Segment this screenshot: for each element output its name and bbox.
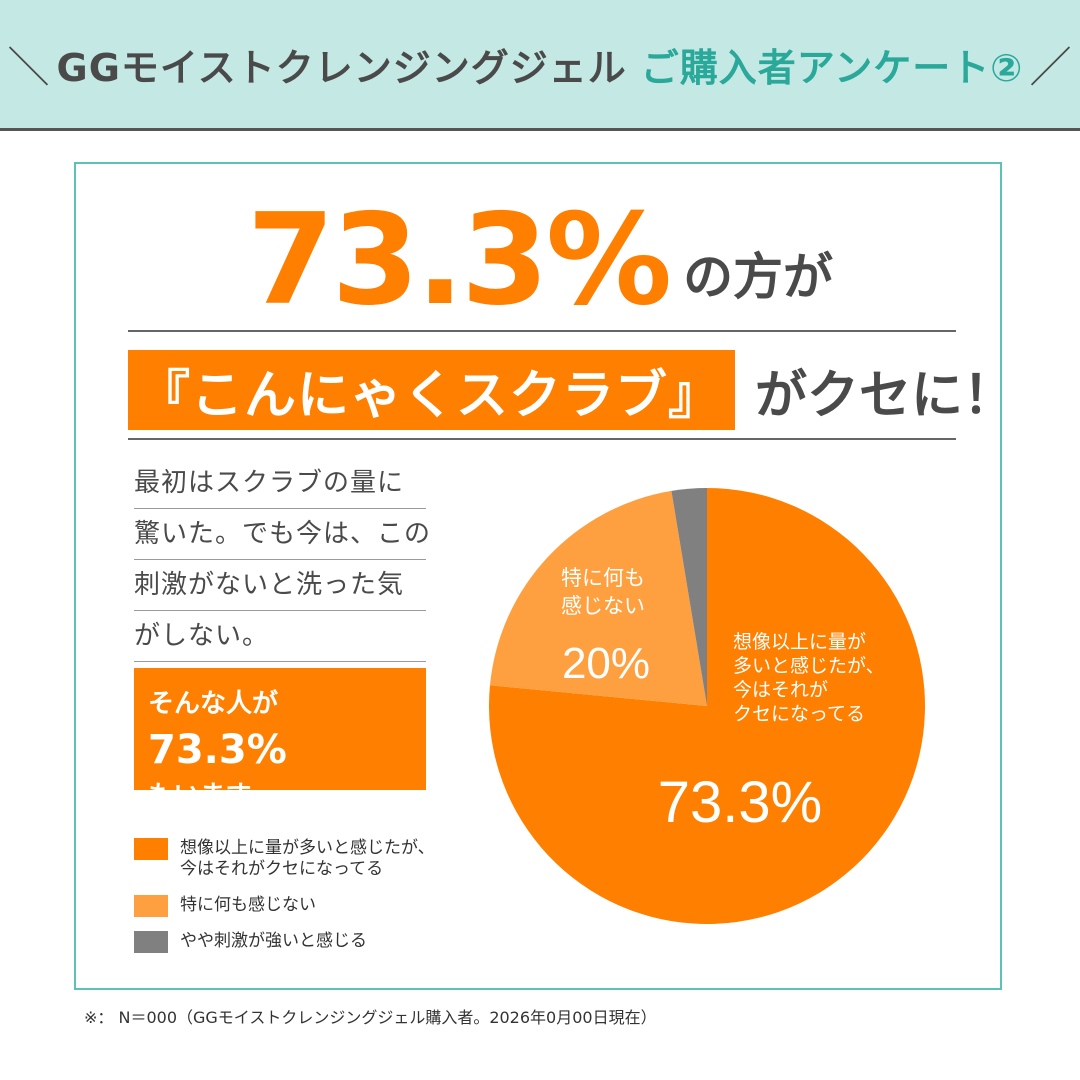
right-slash: ／ (1029, 42, 1073, 92)
slice-percent-label: 73.3% (658, 770, 822, 835)
callout-post: もいます。 (148, 781, 275, 812)
slice-label: 特に何も (561, 566, 645, 590)
header-banner: ＼ GGモイストクレンジングジェル ご購入者アンケート② ／ (0, 0, 1080, 131)
survey-title: ご購入者アンケート② (640, 45, 1024, 90)
legend-label: 特に何も感じない (180, 894, 316, 915)
slice-label: 今はそれが (733, 679, 828, 701)
headline-tail: がクセに！ (755, 365, 1016, 426)
slice-label: 感じない (561, 594, 645, 618)
legend-item: 特に何も感じない (134, 894, 435, 917)
comment-line: 刺激がないと洗った気 (134, 560, 426, 611)
legend-swatch (134, 930, 168, 953)
legend-swatch (134, 894, 168, 917)
comment-line: 最初はスクラブの量に (134, 458, 426, 509)
legend-label: やや刺激が強いと感じる (180, 930, 367, 951)
slice-percent-label: 20% (562, 639, 650, 688)
headline-percent: 73.3% (246, 186, 672, 333)
comment-line: 驚いた。でも今は、この (134, 509, 430, 560)
callout-number: 73.3% (148, 727, 287, 774)
headline-top: 73.3% の方が (0, 188, 1080, 323)
legend-item: 想像以上に量が多いと感じたが、 今はそれがクセになってる (134, 838, 435, 881)
headline-highlight: 『こんにゃくスクラブ』 (128, 350, 736, 430)
headline-second: 『こんにゃくスクラブ』 がクセに！ (128, 350, 1015, 430)
chart-legend: 想像以上に量が多いと感じたが、 今はそれがクセになってる 特に何も感じない やや… (134, 838, 435, 967)
slice-label: 多いと感じたが、 (733, 655, 885, 677)
slice-label: 想像以上に量が (733, 631, 866, 653)
pie-slice (489, 490, 707, 706)
product-name: GGモイストクレンジングジェル (56, 45, 627, 90)
slice-label: クセになってる (733, 703, 865, 725)
user-comment: 最初はスクラブの量に 驚いた。でも今は、この 刺激がないと洗った気 がしない。 (134, 458, 430, 662)
footnote: ※： N＝000（GGモイストクレンジングジェル購入者。2026年0月00日現在… (84, 1008, 657, 1027)
headline-suffix: の方が (683, 248, 834, 306)
content-card (74, 162, 1002, 990)
legend-label: 想像以上に量が多いと感じたが、 今はそれがクセになってる (180, 838, 435, 880)
left-slash: ＼ (7, 42, 51, 92)
headline-rule-top (128, 330, 956, 332)
pie-slice (671, 488, 707, 706)
legend-swatch (134, 838, 168, 860)
comment-line: がしない。 (134, 611, 426, 662)
headline-rule-bottom (128, 438, 956, 440)
callout-box: そんな人が 73.3% もいます。 (134, 668, 426, 811)
callout-pre: そんな人が (148, 689, 279, 719)
legend-item: やや刺激が強いと感じる (134, 930, 435, 953)
